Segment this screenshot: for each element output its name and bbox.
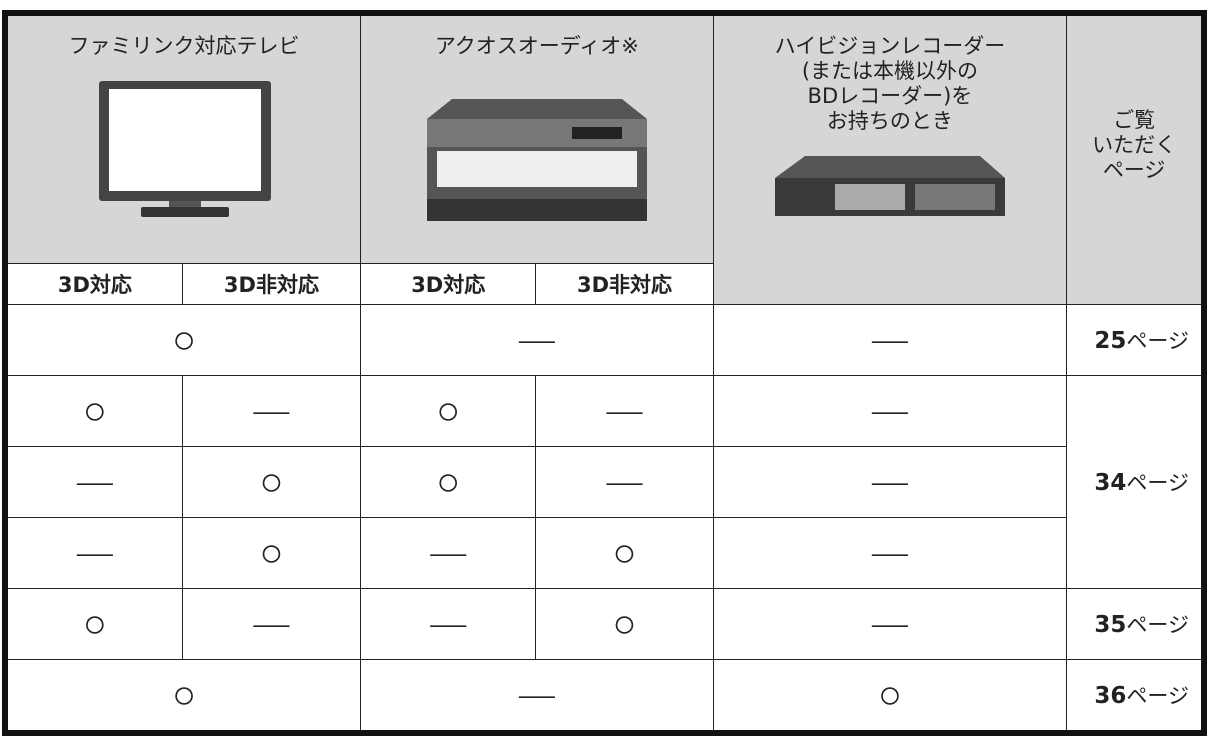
page-number: 36 [1094, 682, 1127, 709]
mark-cell: — [535, 445, 714, 518]
mark-cell: — [181, 587, 362, 660]
page-cell: 36ページ [1066, 658, 1205, 733]
header-line: いただく [1092, 133, 1177, 157]
mark-cell: — [360, 587, 537, 660]
audio-icon [426, 99, 647, 221]
header-text: ファミリンク対応テレビ [68, 34, 300, 58]
header-line: ハイビジョンレコーダー [774, 34, 1006, 58]
page-cell: 35ページ [1066, 587, 1205, 660]
subheader: 3D対応 [360, 262, 537, 305]
connection-table: ファミリンク対応テレビ アクオスオーディオ※ ハイビジョンレコーダー (または本機… [2, 10, 1207, 736]
mark-cell: — [535, 374, 714, 447]
mark-cell: — [712, 516, 1068, 589]
page-header: ご覧 いただく ページ [1066, 12, 1205, 305]
mark-cell: ○ [360, 374, 537, 447]
mark-cell: — [712, 303, 1068, 376]
header-line: お持ちのとき [826, 109, 953, 133]
mark-cell: — [360, 516, 537, 589]
page-number: 34 [1094, 469, 1127, 496]
table-row: ○ — —25ページ [4, 303, 1205, 376]
mark-cell: — [712, 374, 1068, 447]
mark-cell: ○ [360, 445, 537, 518]
page-number: 35 [1094, 611, 1127, 638]
recorder-icon [774, 156, 1005, 216]
mark-cell: — [360, 303, 714, 376]
subheader: 3D非対応 [535, 262, 714, 305]
page-unit: ページ [1126, 328, 1189, 353]
mark-cell: — [4, 516, 183, 589]
subheader: 3D非対応 [181, 262, 362, 305]
header-text: アクオスオーディオ※ [434, 34, 639, 58]
tv-icon [99, 81, 272, 217]
recorder-header: ハイビジョンレコーダー (または本機以外の BDレコーダー)を お持ちのとき [712, 12, 1068, 305]
mark-cell: — [712, 587, 1068, 660]
page-unit: ページ [1126, 612, 1189, 637]
mark-cell: ○ [4, 587, 183, 660]
table-row: ○ — ○ 36ページ [4, 658, 1205, 733]
tv-header: ファミリンク対応テレビ [4, 12, 362, 264]
mark-cell: — [181, 374, 362, 447]
header-line: (または本機以外の [801, 59, 979, 83]
page-cell: 34ページ [1066, 374, 1205, 589]
page-unit: ページ [1126, 683, 1189, 708]
mark-cell: ○ [4, 374, 183, 447]
header-line: BDレコーダー)を [807, 84, 973, 108]
page-unit: ページ [1126, 470, 1189, 495]
mark-cell: ○ [181, 445, 362, 518]
mark-cell: — [712, 445, 1068, 518]
mark-cell: — [360, 658, 714, 733]
audio-header: アクオスオーディオ※ [360, 12, 714, 264]
header-line: ページ [1102, 158, 1166, 182]
page-number: 25 [1094, 327, 1127, 354]
mark-cell: ○ [535, 587, 714, 660]
mark-cell: ○ [4, 658, 362, 733]
mark-cell: ○ [712, 658, 1068, 733]
table-row: ○ — ○ — —34ページ [4, 374, 1205, 589]
table-row: ○ — — ○ —35ページ [4, 587, 1205, 660]
header-line: ご覧 [1113, 108, 1156, 132]
table-row: — ○ — ○ — [4, 516, 1204, 589]
mark-cell: ○ [181, 516, 362, 589]
mark-cell: — [4, 445, 183, 518]
mark-cell: ○ [4, 303, 362, 376]
subheader: 3D対応 [4, 262, 183, 305]
mark-cell: ○ [535, 516, 714, 589]
page-cell: 25ページ [1066, 303, 1205, 376]
table-row: — ○ ○ — — [4, 445, 1204, 518]
